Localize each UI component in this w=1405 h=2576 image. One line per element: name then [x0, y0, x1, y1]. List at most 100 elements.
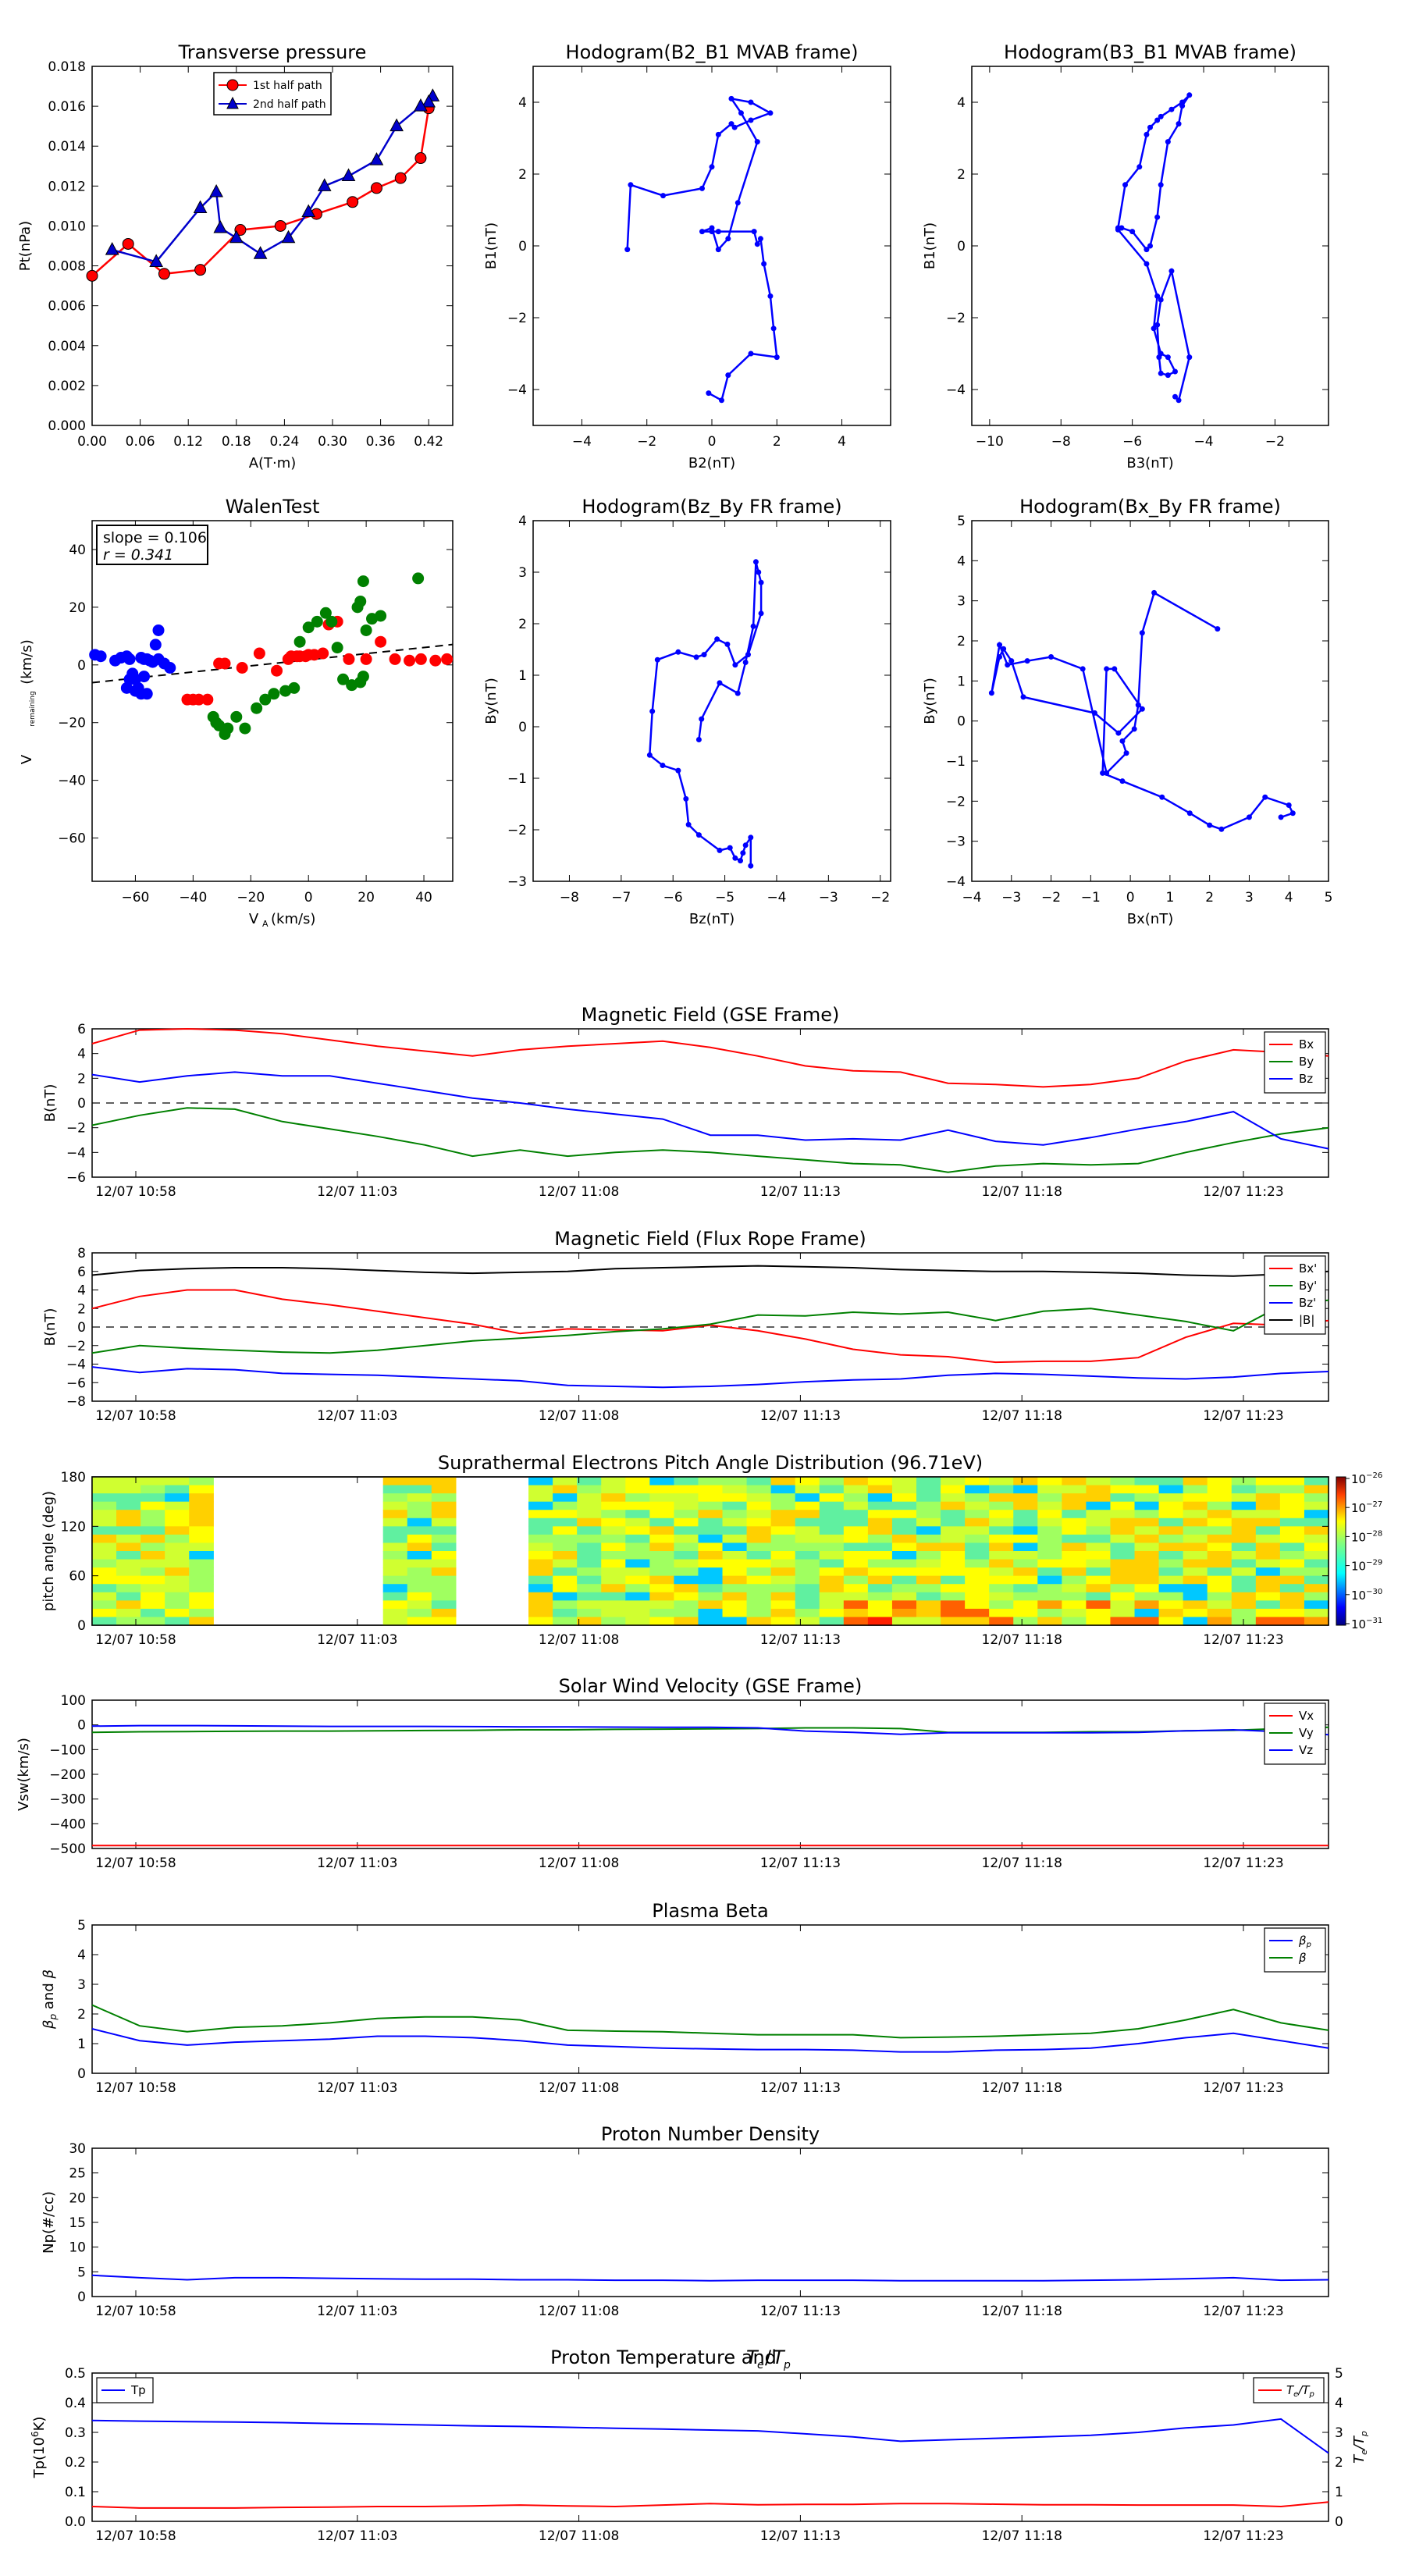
pitch-angle-distribution-cell [843, 1493, 869, 1503]
transverse-pressure-y-tick-label: 0.012 [48, 179, 86, 194]
pitch-angle-distribution-cell [1183, 1526, 1208, 1535]
pitch-angle-distribution-cell [916, 1517, 941, 1527]
pitch-angle-distribution-cell [941, 1559, 966, 1568]
pitch-angle-distribution-cell [941, 1534, 966, 1544]
hodogram-bx-by-y-tick-label: 1 [957, 674, 966, 689]
hodogram-b2-b1-x-tick-label: −2 [637, 434, 656, 450]
walen-test-x-tick-label: −40 [179, 890, 207, 906]
transverse-pressure-y-tick-label: 0.010 [48, 219, 86, 234]
pitch-angle-distribution-cell [92, 1526, 117, 1535]
pitch-angle-distribution-cell [1110, 1600, 1136, 1610]
pitch-angle-distribution-cell [189, 1600, 214, 1610]
magnetic-field-gse-chart: Magnetic Field (GSE Frame) −6 −4 −2 0 2 4 6 12/0… [42, 1004, 1329, 1200]
hodogram-b3-b1-point [1168, 106, 1175, 112]
pitch-angle-distribution-cell [1037, 1501, 1062, 1510]
hodogram-bz-by-x-tick-label: −4 [767, 890, 786, 906]
hodogram-b3-b1-point [1144, 247, 1150, 253]
plasma-beta-legend-label-part: β [1298, 1934, 1307, 1948]
magnetic-field-flux-rope-y-tick-label: −4 [66, 1357, 86, 1373]
hodogram-bz-by-chart: Hodogram(Bz_By FR frame) −8 −7 −6 −5 −4 −3 −2 −3… [483, 496, 891, 927]
pitch-angle-distribution-colorbar-label: 10−31 [1351, 1617, 1382, 1631]
transverse-pressure-point [194, 264, 207, 276]
pitch-angle-distribution-cell [116, 1551, 141, 1560]
pitch-angle-distribution-cell [1110, 1534, 1136, 1544]
magnetic-field-gse-y-tick-label: 2 [77, 1071, 86, 1087]
pitch-angle-distribution-cell [382, 1493, 408, 1503]
pitch-angle-distribution-cell [140, 1551, 165, 1560]
pitch-angle-distribution-cell [843, 1477, 869, 1486]
pitch-angle-distribution-cell [625, 1493, 650, 1503]
hodogram-bz-by-point [724, 641, 731, 647]
hodogram-bz-by-x-tick-label: −7 [611, 890, 631, 906]
magnetic-field-flux-rope-y-tick-label: 8 [77, 1246, 86, 1261]
hodogram-bx-by-series-line [991, 591, 1295, 831]
hodogram-bx-by-point [988, 690, 994, 696]
pitch-angle-distribution-cell [1062, 1551, 1087, 1560]
transverse-pressure-frame [91, 66, 454, 426]
pitch-angle-distribution-cell [577, 1551, 602, 1560]
pitch-angle-distribution-cell [770, 1551, 796, 1560]
plasma-beta-x-tick-label: 12/07 11:18 [982, 2080, 1062, 2096]
magnetic-field-flux-rope-y-tick-label: 6 [77, 1265, 86, 1280]
pitch-angle-distribution-cell [625, 1534, 650, 1544]
proton-temperature-legend-label: Tp [130, 2383, 146, 2397]
walen-test-point [152, 624, 165, 636]
pitch-angle-distribution-cell [553, 1559, 578, 1568]
walen-test-y-tick-label: −60 [58, 831, 86, 847]
hodogram-b2-b1-point [699, 185, 706, 191]
pitch-angle-distribution-cell [1255, 1567, 1281, 1577]
plasma-beta-y-tick-label: 1 [77, 2037, 86, 2052]
proton-temperature-legend-label-part: p [1309, 2390, 1314, 2399]
proton-temperature-x-tick-label: 12/07 11:13 [760, 2528, 841, 2544]
walen-test-point [441, 653, 454, 665]
pitch-angle-distribution-cell [1086, 1575, 1112, 1585]
hodogram-b2-b1-y-tick-label: 0 [518, 239, 527, 254]
pitch-angle-distribution-cell [1158, 1510, 1184, 1519]
pitch-angle-distribution-cell [1304, 1575, 1329, 1585]
walen-test-point [253, 647, 265, 660]
pitch-angle-distribution-cell [431, 1575, 457, 1585]
pitch-angle-distribution-cell [431, 1534, 457, 1544]
hodogram-b3-b1-point [1158, 182, 1164, 188]
pitch-angle-distribution-cell [746, 1542, 772, 1552]
pitch-angle-distribution-cell [770, 1542, 796, 1552]
hodogram-b2-b1-x-tick-label: 0 [708, 434, 717, 450]
pitch-angle-distribution-cell [601, 1485, 626, 1494]
pitch-angle-distribution-cell [1231, 1485, 1257, 1494]
pitch-angle-distribution-cell [601, 1526, 626, 1535]
pitch-angle-distribution-cell [1013, 1551, 1038, 1560]
pitch-angle-distribution-cell [189, 1517, 214, 1527]
transverse-pressure-point [209, 183, 223, 197]
pitch-angle-distribution-cell [601, 1477, 626, 1486]
hodogram-bx-by-y-tick-label: 4 [957, 553, 966, 569]
pitch-angle-distribution-cell [92, 1501, 117, 1510]
proton-temperature-y-tick-label: 0.2 [65, 2455, 86, 2471]
pitch-angle-distribution-cell [601, 1617, 626, 1626]
transverse-pressure-x-tick-label: 0.36 [366, 434, 396, 450]
walen-test-x-tick-label: 40 [415, 890, 432, 906]
pitch-angle-distribution-cell [1158, 1584, 1184, 1593]
pitch-angle-distribution-cell [1062, 1510, 1087, 1519]
solar-wind-velocity-x-tick-label: 12/07 10:58 [95, 1856, 176, 1871]
walen-test-point [138, 671, 151, 683]
transverse-pressure-point [394, 172, 407, 184]
pitch-angle-distribution-cell [601, 1600, 626, 1610]
pitch-angle-distribution-cell [1110, 1608, 1136, 1618]
pitch-angle-distribution-cell [116, 1559, 141, 1568]
walen-test-fit-line [91, 643, 454, 684]
pitch-angle-distribution-cell [1207, 1477, 1232, 1486]
pitch-angle-distribution-cell [577, 1584, 602, 1593]
hodogram-b2-b1-point [767, 293, 774, 299]
pitch-angle-distribution-cell [601, 1592, 626, 1601]
pitch-angle-distribution-cell [795, 1608, 820, 1618]
pitch-angle-distribution-cell [649, 1617, 675, 1626]
pitch-angle-distribution-cell [795, 1567, 820, 1577]
pitch-angle-distribution-cell [577, 1567, 602, 1577]
hodogram-b3-b1-x-tick-label: −10 [976, 434, 1004, 450]
pitch-angle-distribution-cell [941, 1575, 966, 1585]
pitch-angle-distribution-cell [819, 1559, 845, 1568]
pitch-angle-distribution-cell [1231, 1542, 1257, 1552]
transverse-pressure-point [369, 152, 384, 165]
pitch-angle-distribution-cell [601, 1542, 626, 1552]
pitch-angle-distribution-cell [431, 1542, 457, 1552]
